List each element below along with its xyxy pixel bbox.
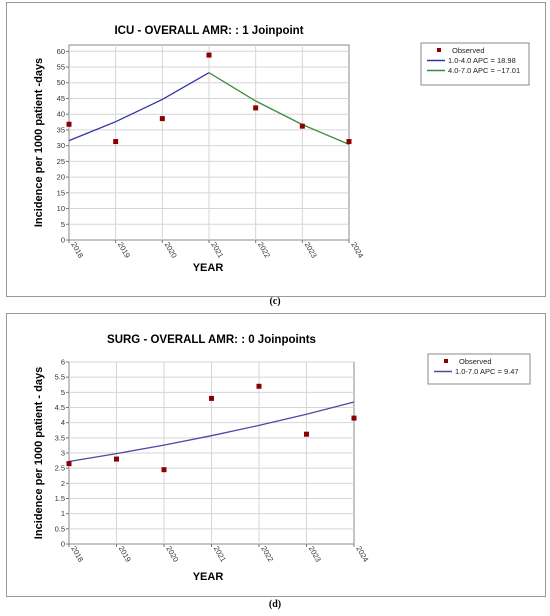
tick-label-x: 2022 [259,545,275,564]
observed-point [299,123,305,129]
legend-observed-label: Observed [452,46,485,55]
tick-label-y: 10 [57,204,65,213]
tick-label-y: 50 [57,78,65,87]
fitted-line-1 [68,72,210,142]
tick-label-y: 40 [57,110,65,119]
legend-series-label: 1.0-4.0 APC = 18.98 [448,56,516,65]
observed-point [304,431,309,437]
tick-label-x: 2018 [69,241,85,260]
fitted-line-2 [208,72,350,145]
x-axis-title: YEAR [193,262,224,274]
tick-label-x: 2021 [209,241,225,260]
tick-label-x: 2021 [212,545,228,564]
tick-label-x: 2024 [349,241,365,260]
tick-label-y: 25 [57,157,65,166]
legend-series-label: 4.0-7.0 APC = −17.01 [448,66,520,75]
tick-label-y: 0 [61,236,65,245]
observed-point [159,116,165,122]
observed-point [66,461,72,467]
tick-label-y: 1.5 [55,494,65,503]
tick-label-y: 0.5 [55,524,65,533]
observed-point [351,415,357,421]
tick-label-y: 35 [57,125,65,134]
legend-observed-marker [437,48,441,52]
legend-observed-marker [444,359,448,363]
chart-icu: ICU - OVERALL AMR: : 1 Joinpoint 0 5 10 15 20… [33,25,530,274]
tick-label-y: 20 [57,173,65,182]
tick-label-x: 2020 [163,241,179,260]
tick-label-y: 45 [57,94,65,103]
tick-label-x: 2018 [69,545,85,564]
tick-label-y: 5 [61,388,65,397]
tick-label-x: 2024 [354,545,370,564]
observed-point [209,395,214,401]
tick-label-y: 4.5 [55,403,65,412]
chart-title: ICU - OVERALL AMR: : 1 Joinpoint [114,25,303,37]
x-axis-title: YEAR [193,571,224,583]
observed-point [253,105,259,111]
tick-label-x: 2019 [117,545,133,564]
tick-label-y: 15 [57,188,65,197]
fitted-line-1 [68,401,355,463]
legend-series-label: 1.0-7.0 APC = 9.47 [455,367,519,376]
tick-label-x: 2019 [116,241,132,260]
tick-label-x: 2023 [303,241,319,260]
tick-label-y: 1 [61,509,65,518]
tick-label-y: 4 [61,418,65,427]
y-axis-title: Incidence per 1000 patient -days [33,58,45,227]
observed-point [161,467,167,473]
tick-label-y: 30 [57,141,65,150]
panel-label-c: (c) [269,296,281,307]
tick-label-x: 2020 [164,545,180,564]
chart-surg: SURG - OVERALL AMR: : 0 Joinpoints 0 0.5 1 1… [33,334,531,583]
tick-label-x: 2022 [256,241,272,260]
tick-label-y: 3.5 [55,433,65,442]
tick-label-y: 55 [57,63,65,72]
tick-label-x: 2023 [307,545,323,564]
observed-point [113,139,119,145]
panel-label-d: (d) [268,599,282,610]
observed-point [346,139,352,145]
legend-observed-label: Observed [459,357,492,366]
tick-label-y: 5 [61,220,65,229]
tick-label-y: 2.5 [55,464,65,473]
tick-label-y: 5.5 [55,373,65,382]
observed-point [114,456,119,462]
tick-label-y: 6 [61,358,65,367]
tick-label-y: 0 [61,540,65,549]
chart-title: SURG - OVERALL AMR: : 0 Joinpoints [107,334,316,346]
tick-label-y: 2 [61,479,65,488]
observed-point [206,52,212,58]
tick-label-y: 3 [61,449,65,458]
observed-point [66,121,72,127]
observed-point [256,383,262,389]
y-axis-title: Incidence per 1000 patient - days [33,367,45,539]
tick-label-y: 60 [57,47,65,56]
